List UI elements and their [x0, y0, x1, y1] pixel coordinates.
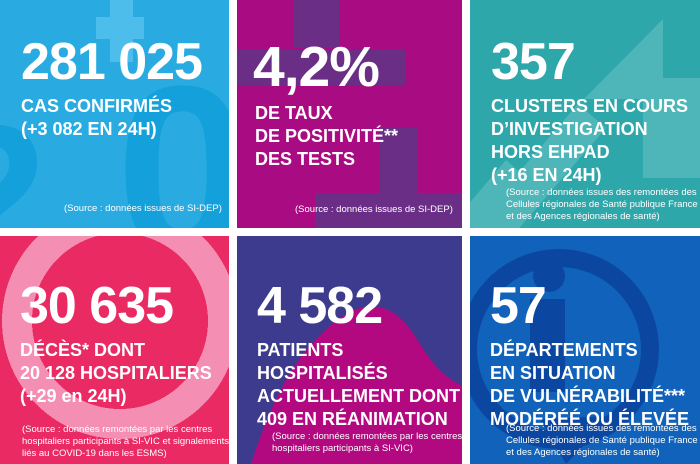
- stat-label-line: DE VULNÉRABILITÉ***: [490, 385, 686, 406]
- source-line: (Source : données remontées par les cent…: [272, 431, 462, 443]
- purple-block: [237, 50, 405, 85]
- stat-label-line: CAS CONFIRMÉS: [21, 96, 173, 117]
- purple-block: [294, 0, 339, 48]
- stat-value: 281 025: [21, 33, 203, 91]
- source-line: liés au COVID-19 dans les ESMS): [22, 448, 167, 460]
- background-digit-0: 0: [116, 36, 229, 228]
- source-line: (Source : données issues des remontées d…: [506, 187, 697, 199]
- stat-label-line: D’INVESTIGATION: [491, 118, 648, 139]
- stat-label-line: MODÉRÉÉ OU ÉLEVÉE: [490, 408, 690, 429]
- stat-label-line: ACTUELLEMENT DONT: [257, 385, 460, 406]
- stat-label-line: (+29 en 24H): [20, 385, 127, 406]
- source-line: (Source : données issues de SI-DEP): [64, 203, 222, 215]
- arrow-up-right-icon: [470, 19, 700, 228]
- stat-value: 4 582: [257, 277, 383, 335]
- source-line: hospitaliers participants à SI-VIC et si…: [22, 436, 229, 448]
- source-note: (Source : données remontées par les cent…: [22, 424, 229, 460]
- stat-label-line: 20 128 HOSPITALIERS: [20, 362, 212, 383]
- stat-value: 57: [490, 277, 547, 335]
- stat-label-line: 409 EN RÉANIMATION: [257, 408, 448, 429]
- stat-label-line: PATIENTS: [257, 340, 344, 361]
- stat-label-line: (+3 082 EN 24H): [21, 118, 157, 139]
- stat-value: 357: [491, 33, 576, 91]
- tile-hospitalized: 4 582 PATIENTS HOSPITALISÉS ACTUELLEMENT…: [237, 236, 462, 464]
- source-line: Cellules régionales de Santé publique Fr…: [506, 435, 698, 447]
- source-note: (Source : données issues de SI-DEP): [64, 203, 222, 215]
- source-line: (Source : données issues des remontées d…: [506, 423, 697, 435]
- wave-shape: [251, 306, 462, 464]
- tile-deaths: 30 635 DÉCÈS* DONT 20 128 HOSPITALIERS (…: [0, 236, 229, 464]
- stat-label-line: CLUSTERS EN COURS: [491, 96, 689, 117]
- stat-label-line: HOSPITALISÉS: [257, 362, 388, 383]
- stat-label-line: DÉPARTEMENTS: [490, 340, 638, 361]
- stat-label-line: DES TESTS: [255, 148, 356, 169]
- stat-value: 4,2%: [253, 35, 380, 99]
- info-bubble-icon: [470, 249, 659, 464]
- tile-confirmed-cases: 2 0 281 025 CAS CONFIRMÉS (+3 082 EN 24H…: [0, 0, 229, 228]
- source-line: et des Agences régionales de santé): [506, 211, 660, 223]
- source-line: (Source : données remontées par les cent…: [22, 424, 213, 436]
- source-line: et des Agences régionales de santé): [506, 447, 660, 459]
- source-note: (Source : données issues des remontées d…: [506, 423, 698, 459]
- stat-label-line: HORS EHPAD: [491, 141, 610, 162]
- tile-vulnerable-departments: 57 DÉPARTEMENTS EN SITUATION DE VULNÉRAB…: [470, 236, 700, 464]
- plus-icon: [96, 17, 144, 39]
- stat-label-line: DE POSITIVITÉ**: [255, 125, 399, 146]
- source-line: hospitaliers participants à SI-VIC): [272, 443, 413, 455]
- source-note: (Source : données issues de SI-DEP): [295, 204, 453, 216]
- tile-positivity-rate: 4,2% DE TAUX DE POSITIVITÉ** DES TESTS (…: [237, 0, 462, 228]
- stat-value: 30 635: [20, 277, 174, 335]
- source-line: (Source : données issues de SI-DEP): [295, 204, 453, 216]
- purple-block: [315, 193, 462, 228]
- stat-label-line: EN SITUATION: [490, 362, 616, 383]
- background-digit-2: 2: [0, 96, 47, 229]
- stat-label-line: DÉCÈS* DONT: [20, 340, 146, 361]
- stat-label-line: DE TAUX: [255, 103, 333, 124]
- source-note: (Source : données issues des remontées d…: [506, 187, 698, 223]
- source-note: (Source : données remontées par les cent…: [272, 431, 462, 455]
- stat-label-line: (+16 EN 24H): [491, 164, 602, 185]
- tile-clusters: 357 CLUSTERS EN COURS D’INVESTIGATION HO…: [470, 0, 700, 228]
- source-line: Cellules régionales de Santé publique Fr…: [506, 199, 698, 211]
